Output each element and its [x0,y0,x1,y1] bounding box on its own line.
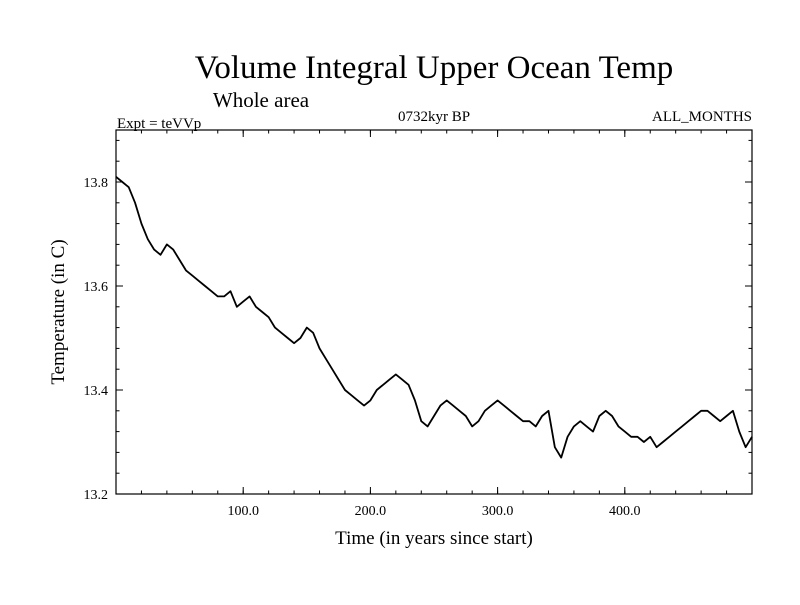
y-tick-label: 13.4 [84,384,109,399]
chart-subtitle: Whole area [213,88,310,112]
months-caption: ALL_MONTHS [652,109,752,125]
plot-frame [115,129,753,495]
y-axis-ticks: 13.2 13.4 13.6 13.8 [84,139,752,503]
y-tick-label: 13.8 [84,176,109,191]
y-axis-label: Temperature (in C) [48,239,69,384]
x-tick-label: 400.0 [609,504,641,519]
x-axis-label: Time (in years since start) [335,528,533,549]
series-layer [115,176,753,459]
y-tick-label: 13.6 [84,280,109,295]
x-axis-ticks: 100.0 200.0 300.0 400.0 [115,130,753,519]
x-tick-label: 200.0 [355,504,387,519]
temperature-series-line [115,176,753,459]
chart-title: Volume Integral Upper Ocean Temp [195,50,673,86]
period-caption: 0732kyr BP [398,109,470,125]
experiment-caption: Expt = teVVp [117,116,201,132]
x-tick-label: 100.0 [227,504,259,519]
x-tick-label: 300.0 [482,504,514,519]
y-tick-label: 13.2 [84,488,109,503]
